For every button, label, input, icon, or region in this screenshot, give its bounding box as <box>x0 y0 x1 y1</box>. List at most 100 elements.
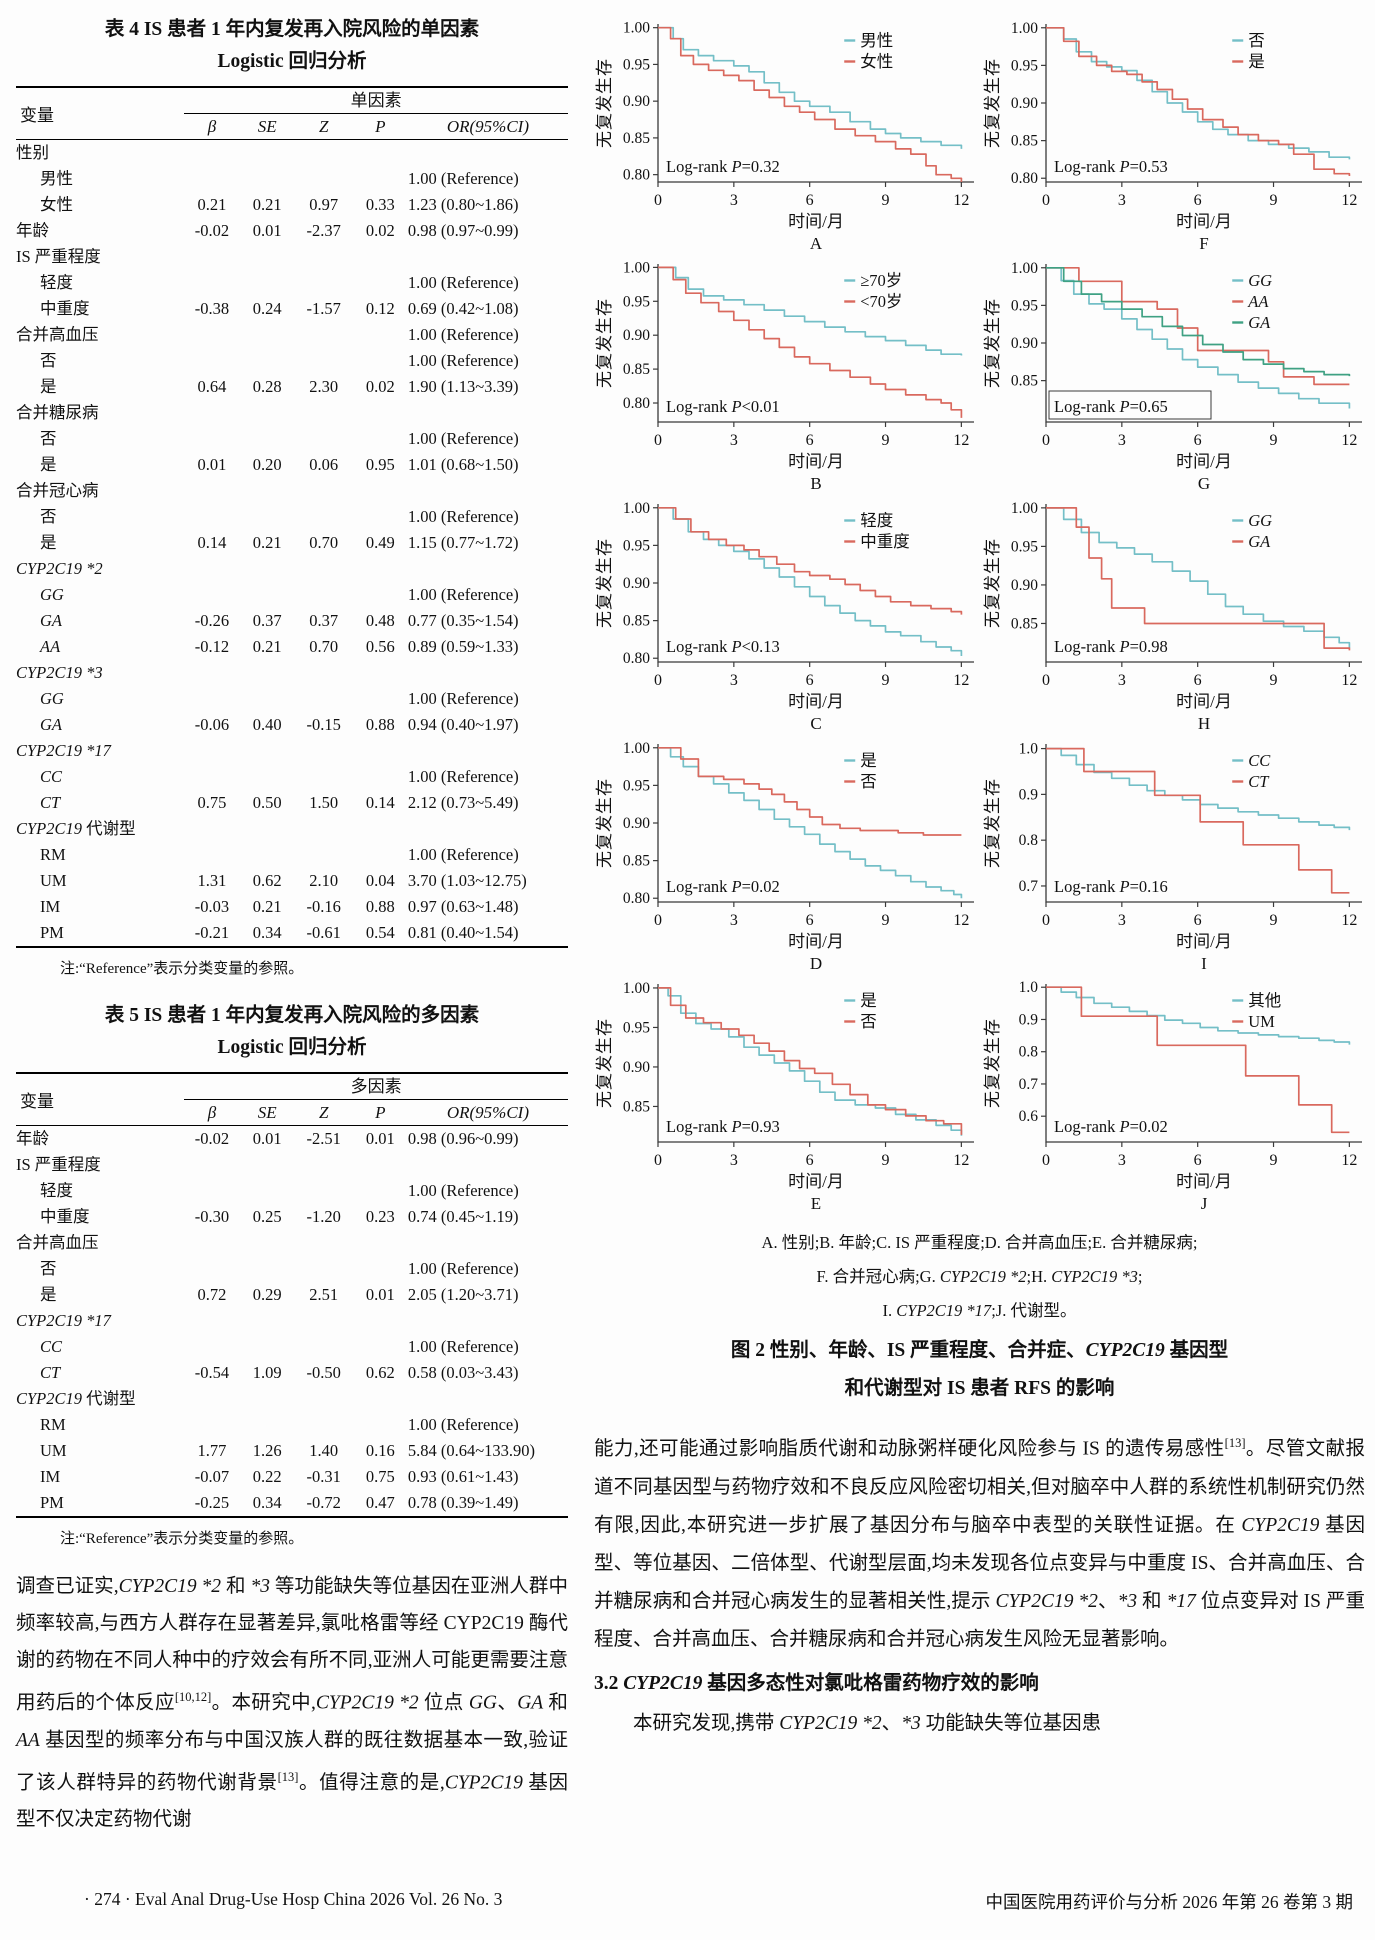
logrank-label: Log-rank P=0.16 <box>1054 877 1168 896</box>
table-cell: 0.29 <box>252 1285 282 1304</box>
table-cell <box>184 660 239 686</box>
or-cell: 1.00 (Reference) <box>407 1415 519 1434</box>
table-row: RM 1.00 (Reference) <box>16 842 568 868</box>
table-row: CC 1.00 (Reference) <box>16 764 568 790</box>
x-axis-label: 时间/月 <box>788 1172 844 1191</box>
x-tick-label: 9 <box>1270 432 1278 449</box>
or-cell: 1.00 (Reference) <box>407 585 519 604</box>
table-cell <box>240 140 295 167</box>
table-row: 男性 1.00 (Reference) <box>16 166 568 192</box>
table-cell <box>240 738 295 764</box>
legend-label: GG <box>1248 511 1272 530</box>
or-cell <box>408 556 568 582</box>
x-tick-label: 3 <box>1118 432 1126 449</box>
table-row: 合并冠心病 <box>16 478 568 504</box>
or-cell: 1.15 (0.77~1.72) <box>407 533 519 552</box>
row-label: RM <box>40 845 66 864</box>
y-axis-label: 无复发生存 <box>595 58 614 148</box>
table-row: 否 1.00 (Reference) <box>16 1256 568 1282</box>
table-cell <box>240 504 295 530</box>
x-tick-label: 12 <box>1341 192 1357 209</box>
table-cell: 0.02 <box>365 221 395 240</box>
text-run: 基因型不仅决定药物代谢 <box>16 1772 568 1830</box>
x-axis-label: 时间/月 <box>788 212 844 231</box>
table-cell <box>240 244 295 270</box>
figure2-subcaption: A. 性别;B. 年龄;C. IS 严重程度;D. 合并高血压;E. 合并糖尿病… <box>594 1226 1365 1328</box>
km-curve-CT <box>1046 747 1350 894</box>
y-tick-label: 0.90 <box>1011 95 1038 112</box>
y-tick-label: 0.95 <box>623 537 650 554</box>
table-cell: -0.15 <box>306 715 341 734</box>
text-run: [13] <box>277 1769 299 1784</box>
logrank-label: Log-rank P=0.93 <box>666 1117 780 1136</box>
table-row: RM 1.00 (Reference) <box>16 1412 568 1438</box>
y-tick-label: 0.9 <box>1019 1011 1039 1028</box>
km-curve-<70岁 <box>658 266 963 418</box>
y-tick-label: 0.8 <box>1019 832 1039 849</box>
table-cell <box>295 426 353 452</box>
legend-label: 否 <box>1248 31 1265 50</box>
text-run: 和 <box>543 1692 568 1714</box>
row-label: 否 <box>40 507 57 526</box>
or-cell: 0.94 (0.40~1.97) <box>407 715 519 734</box>
legend-label: CT <box>1248 772 1270 791</box>
table-cell <box>295 738 353 764</box>
y-tick-label: 0.80 <box>623 167 650 184</box>
x-tick-label: 6 <box>806 1152 814 1169</box>
table-cell: 0.01 <box>365 1129 395 1148</box>
table-cell: 0.88 <box>365 897 395 916</box>
x-tick-label: 0 <box>1042 432 1050 449</box>
table-cell <box>184 1386 239 1412</box>
table-row: 是 0.64 0.28 2.30 0.02 1.90 (1.13~3.39) <box>16 374 568 400</box>
table-cell: 0.56 <box>365 637 395 656</box>
y-tick-label: 1.00 <box>1011 20 1038 37</box>
legend-label: 女性 <box>860 52 893 71</box>
table-cell: 1.26 <box>252 1441 282 1460</box>
logrank-label: Log-rank P=0.65 <box>1054 397 1168 416</box>
y-tick-label: 0.90 <box>1011 335 1038 352</box>
row-label: IM <box>40 1467 61 1486</box>
text-run: CYP2C19 <box>1241 1514 1320 1536</box>
column-header-variable: 变量 <box>16 1073 185 1126</box>
table4-title: 表 4 IS 患者 1 年内复发再入院风险的单因素 Logistic 回归分析 <box>16 14 568 78</box>
table-cell <box>353 556 408 582</box>
or-cell: 0.81 (0.40~1.54) <box>407 923 519 942</box>
table-cell: 0.47 <box>365 1493 395 1512</box>
km-curve-女性 <box>658 26 963 182</box>
table-cell <box>295 504 353 530</box>
text-run: 3.2 <box>594 1672 624 1694</box>
table-row: 合并高血压 <box>16 1230 568 1256</box>
table-cell <box>295 348 353 374</box>
panel-letter: A <box>810 234 823 253</box>
table-cell: 0.21 <box>252 637 282 656</box>
table-row: CT 0.75 0.50 1.50 0.14 2.12 (0.73~5.49) <box>16 790 568 816</box>
or-cell: 1.00 (Reference) <box>407 507 519 526</box>
text-run: 和 <box>1137 1590 1167 1612</box>
y-tick-label: 0.95 <box>1011 297 1038 314</box>
text-run: [10,12] <box>174 1690 212 1704</box>
row-label: GA <box>40 715 62 734</box>
row-label: CC <box>40 1337 63 1356</box>
y-tick-label: 0.85 <box>623 613 650 630</box>
table-cell <box>353 1256 408 1282</box>
km-curve-CC <box>1046 747 1351 831</box>
row-label: 否 <box>40 351 57 370</box>
km-curve-GA <box>1046 507 1351 651</box>
table-cell <box>353 1334 408 1360</box>
km-panel-H: 1.00 0.95 0.90 0.85 0 3 6 9 12 时间/月 H 无复发生存 GG GA Log-… <box>983 500 1362 733</box>
panel-letter: I <box>1201 954 1207 973</box>
table-cell <box>295 1152 353 1178</box>
y-tick-label: 0.80 <box>623 890 650 907</box>
text-run: 。尽管文献报道不同基因型与药物疗效和不良反应风险密切相关,但对脑卒中人群的系统性… <box>594 1438 1365 1536</box>
row-label: CYP2C19 *17 <box>16 741 111 760</box>
table-cell <box>240 1178 295 1204</box>
x-tick-label: 0 <box>654 432 662 449</box>
y-tick-label: 0.95 <box>1011 538 1038 555</box>
y-tick-label: 0.90 <box>623 815 650 832</box>
table-cell: -2.51 <box>306 1129 341 1148</box>
x-tick-label: 0 <box>654 672 662 689</box>
table-cell <box>295 842 353 868</box>
legend-label: <70岁 <box>860 292 902 311</box>
legend-label: ≥70岁 <box>860 271 902 290</box>
table-cell: 0.21 <box>252 195 282 214</box>
